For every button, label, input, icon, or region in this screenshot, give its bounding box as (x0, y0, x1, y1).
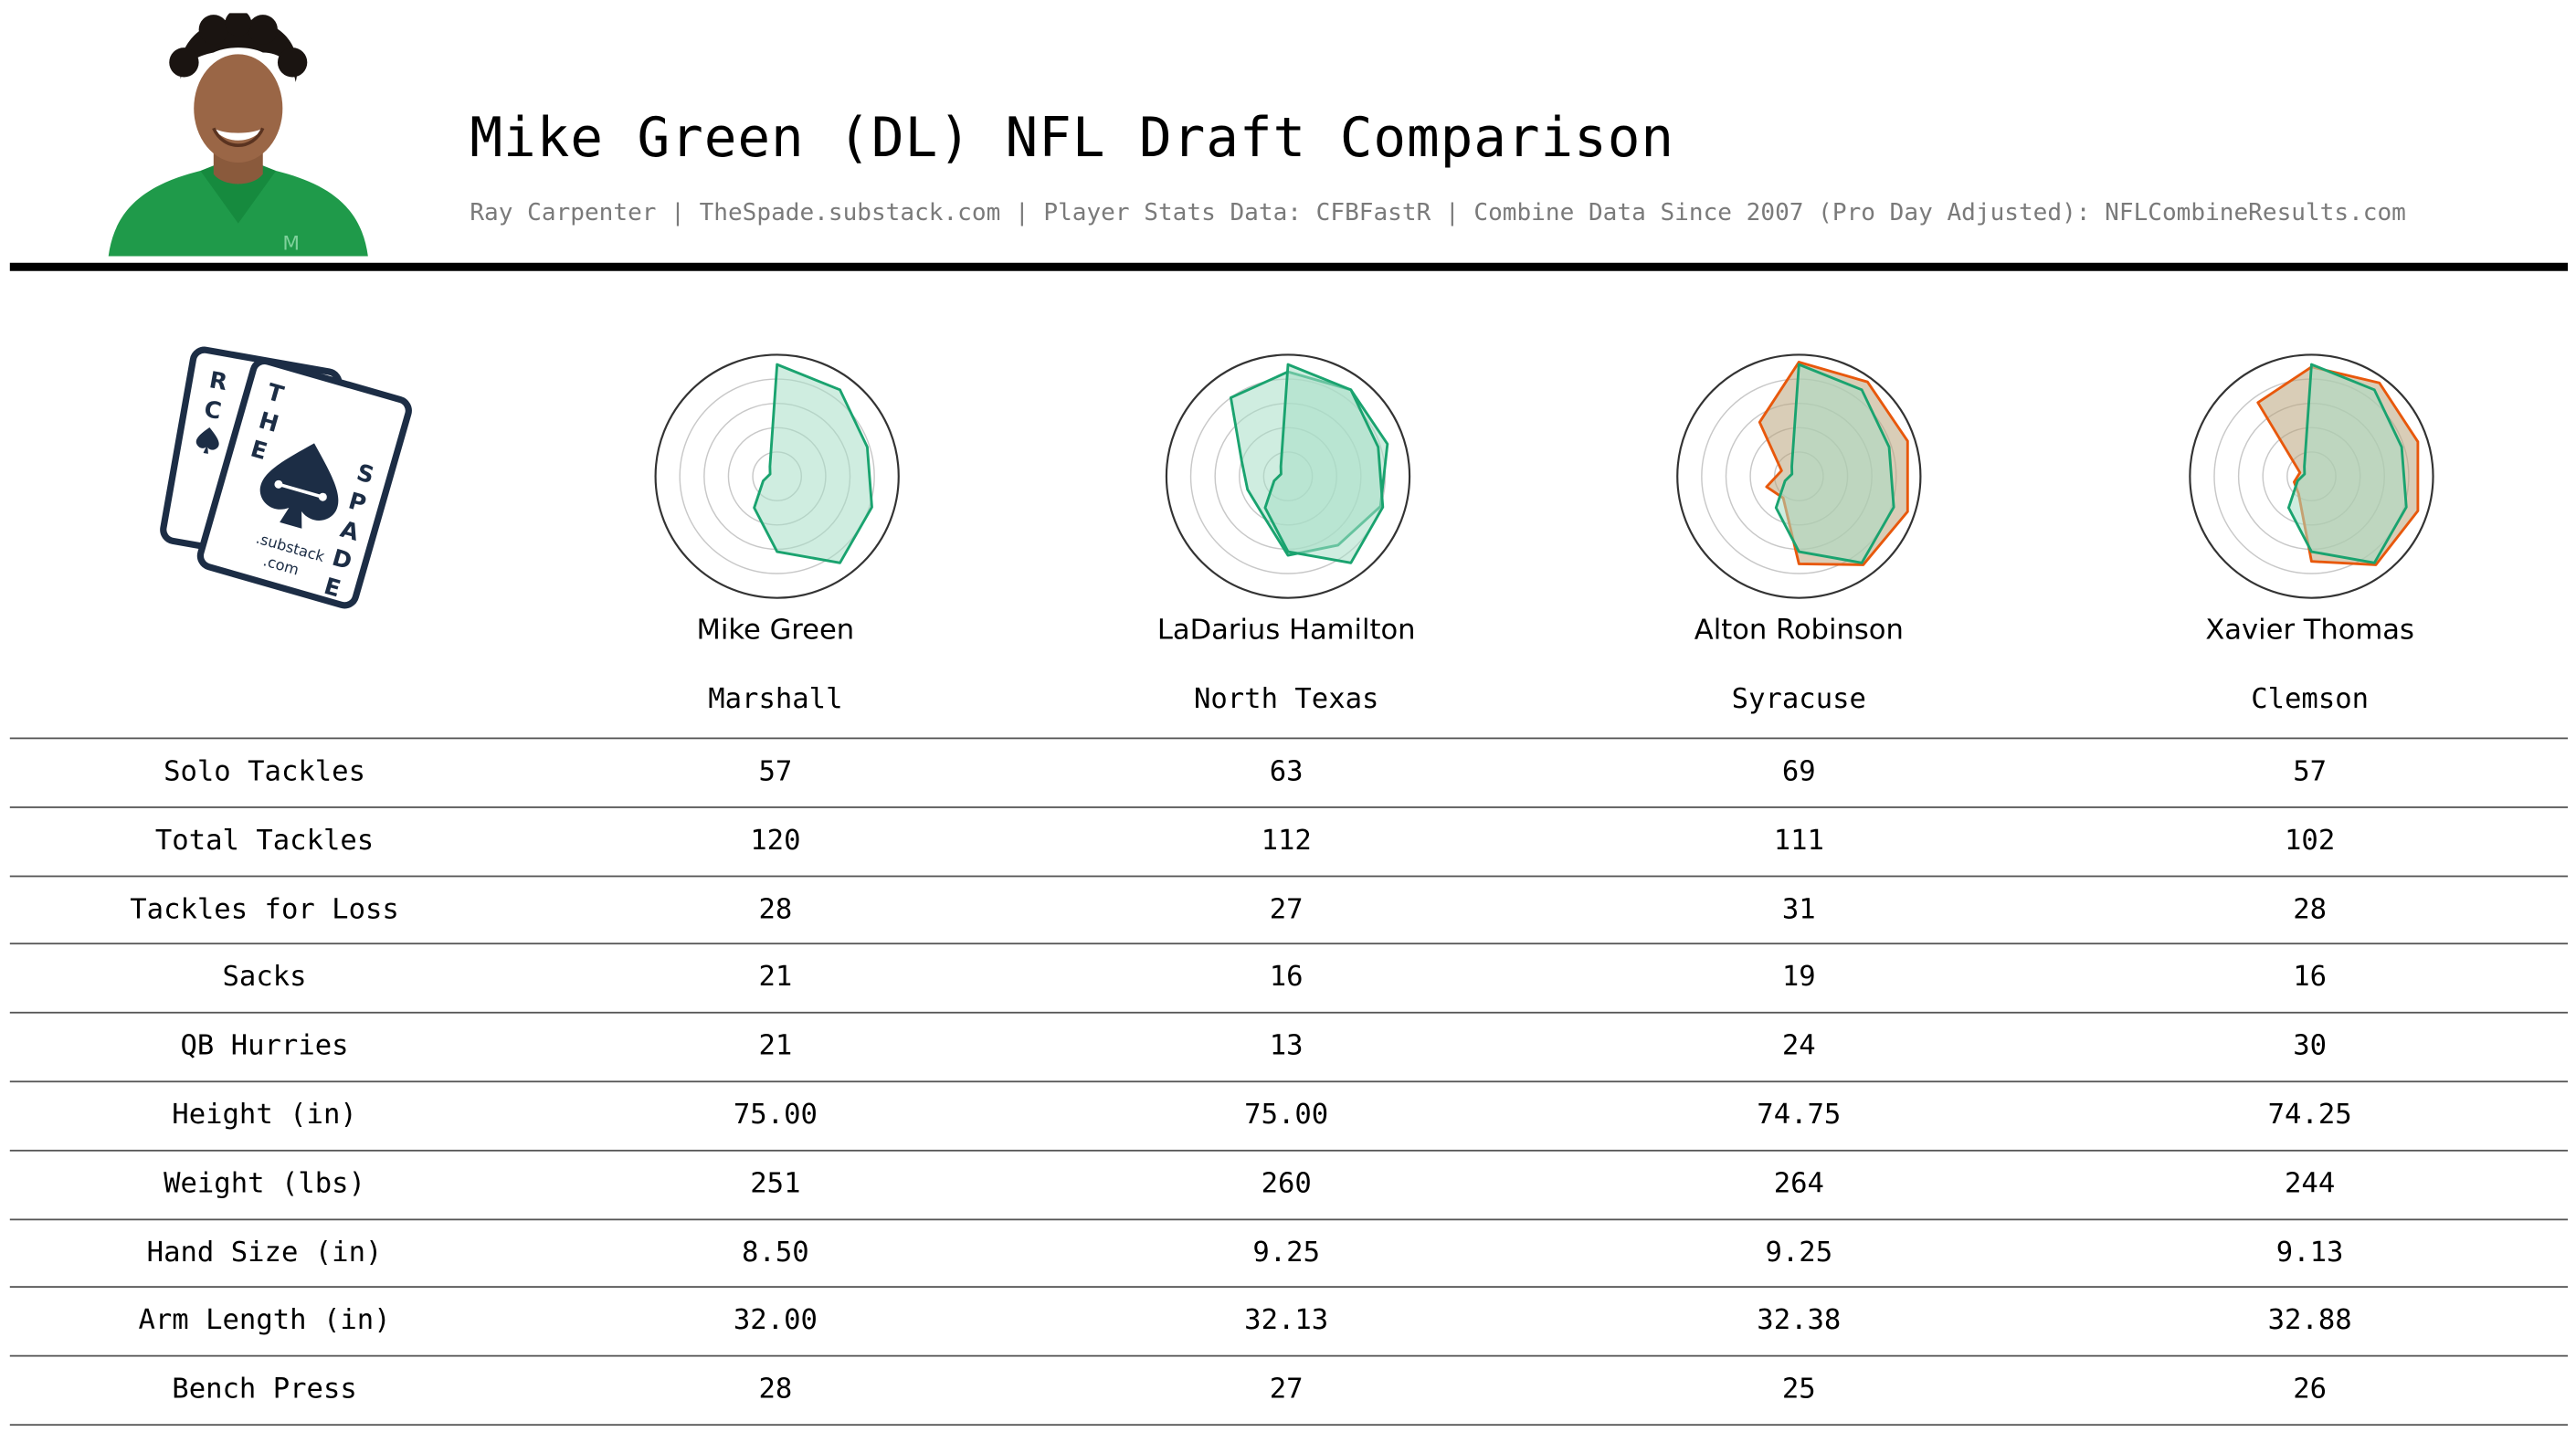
stat-value: 19 (1781, 961, 1816, 995)
header-divider (9, 262, 2569, 271)
stat-value: 32.13 (1244, 1304, 1329, 1338)
stat-value: 120 (750, 824, 801, 858)
stat-value: 32.88 (2267, 1304, 2352, 1338)
radar-chart-mike-green (654, 353, 900, 599)
table-row: Arm Length (in) 32.00 32.13 32.38 32.88 (9, 1286, 2569, 1355)
stat-value: 260 (1261, 1167, 1312, 1201)
stat-value: 28 (758, 1373, 793, 1406)
player-school: Marshall (708, 683, 843, 717)
stat-label: Sacks (222, 961, 307, 995)
radar-series-polygon (1774, 363, 1895, 564)
radar-chart-xavier-thomas (2189, 353, 2434, 599)
stat-value: 8.50 (742, 1236, 809, 1269)
player-name: Alton Robinson (1694, 614, 1904, 648)
player-name: Mike Green (696, 614, 855, 648)
radar-series-polygon (2286, 363, 2408, 564)
stat-label: Arm Length (in) (138, 1304, 391, 1338)
stat-value: 30 (2293, 1029, 2328, 1063)
stat-value: 25 (1781, 1373, 1816, 1406)
stat-value: 57 (2293, 755, 2328, 789)
player-name: LaDarius Hamilton (1156, 614, 1416, 648)
stat-value: 24 (1781, 1029, 1816, 1063)
table-row: Sacks 21 16 19 16 (9, 943, 2569, 1012)
stat-label: Bench Press (172, 1373, 357, 1406)
stat-label: QB Hurries (180, 1029, 349, 1063)
stat-value: 21 (758, 961, 793, 995)
stat-value: 264 (1773, 1167, 1824, 1201)
stat-value: 251 (750, 1167, 801, 1201)
table-row: Tackles for Loss 28 27 31 28 (9, 874, 2569, 943)
stat-value: 32.38 (1757, 1304, 1842, 1338)
radar-series-polygon (1263, 363, 1385, 564)
stat-value: 75.00 (1244, 1099, 1329, 1132)
stat-value: 69 (1781, 755, 1816, 789)
page-title: Mike Green (DL) NFL Draft Comparison (470, 105, 1675, 170)
stat-value: 31 (1781, 892, 1816, 926)
stat-value: 26 (2293, 1373, 2328, 1406)
player-school: Syracuse (1731, 683, 1866, 717)
player-school: North Texas (1193, 683, 1379, 717)
page-subtitle: Ray Carpenter | TheSpade.substack.com | … (470, 200, 2406, 227)
stats-table: Solo Tackles 57 63 69 57 Total Tackles 1… (9, 737, 2569, 1427)
stat-value: 9.25 (1765, 1236, 1833, 1269)
stat-value: 28 (2293, 892, 2328, 926)
radar-series-polygon (753, 363, 873, 564)
table-row: Total Tackles 120 112 111 102 (9, 806, 2569, 875)
stat-value: 28 (758, 892, 793, 926)
table-row: Bench Press 28 27 25 26 (9, 1355, 2569, 1427)
radar-chart-alton-robinson (1676, 353, 1922, 599)
table-row: Weight (lbs) 251 260 264 244 (9, 1149, 2569, 1218)
svg-text:M: M (282, 232, 300, 255)
table-row: QB Hurries 21 13 24 30 (9, 1012, 2569, 1080)
stat-value: 112 (1261, 824, 1312, 858)
radar-chart-ladarius-hamilton (1165, 353, 1411, 599)
player-name: Xavier Thomas (2205, 614, 2414, 648)
stat-value: 244 (2285, 1167, 2336, 1201)
stat-value: 21 (758, 1029, 793, 1063)
player-headshot: M (108, 13, 368, 257)
stat-value: 9.25 (1252, 1236, 1321, 1269)
stat-value: 16 (1269, 961, 1304, 995)
stat-value: 16 (2293, 961, 2328, 995)
stat-label: Total Tackles (154, 824, 375, 858)
stat-label: Solo Tackles (164, 755, 365, 789)
stat-value: 74.75 (1757, 1099, 1842, 1132)
stat-label: Tackles for Loss (130, 892, 399, 926)
stat-value: 13 (1269, 1029, 1304, 1063)
stat-value: 27 (1269, 1373, 1304, 1406)
table-row: Height (in) 75.00 75.00 74.75 74.25 (9, 1080, 2569, 1149)
stat-value: 27 (1269, 892, 1304, 926)
player-school: Clemson (2251, 683, 2370, 717)
stat-label: Height (in) (172, 1099, 357, 1132)
spade-icon (259, 443, 339, 529)
stat-value: 111 (1773, 824, 1824, 858)
stat-value: 9.13 (2275, 1236, 2344, 1269)
stat-label: Hand Size (in) (146, 1236, 383, 1269)
logo-letter-c: C (202, 395, 223, 425)
stat-value: 75.00 (733, 1099, 818, 1132)
stat-label: Weight (lbs) (164, 1167, 365, 1201)
stat-value: 74.25 (2267, 1099, 2352, 1132)
table-row: Solo Tackles 57 63 69 57 (9, 737, 2569, 806)
stat-value: 102 (2285, 824, 2336, 858)
stat-value: 57 (758, 755, 793, 789)
table-row: Hand Size (in) 8.50 9.25 9.25 9.13 (9, 1217, 2569, 1287)
stat-value: 63 (1269, 755, 1304, 789)
the-spade-logo: R C T H E S P A D E .substack .com (160, 346, 412, 609)
stat-value: 32.00 (733, 1304, 818, 1338)
